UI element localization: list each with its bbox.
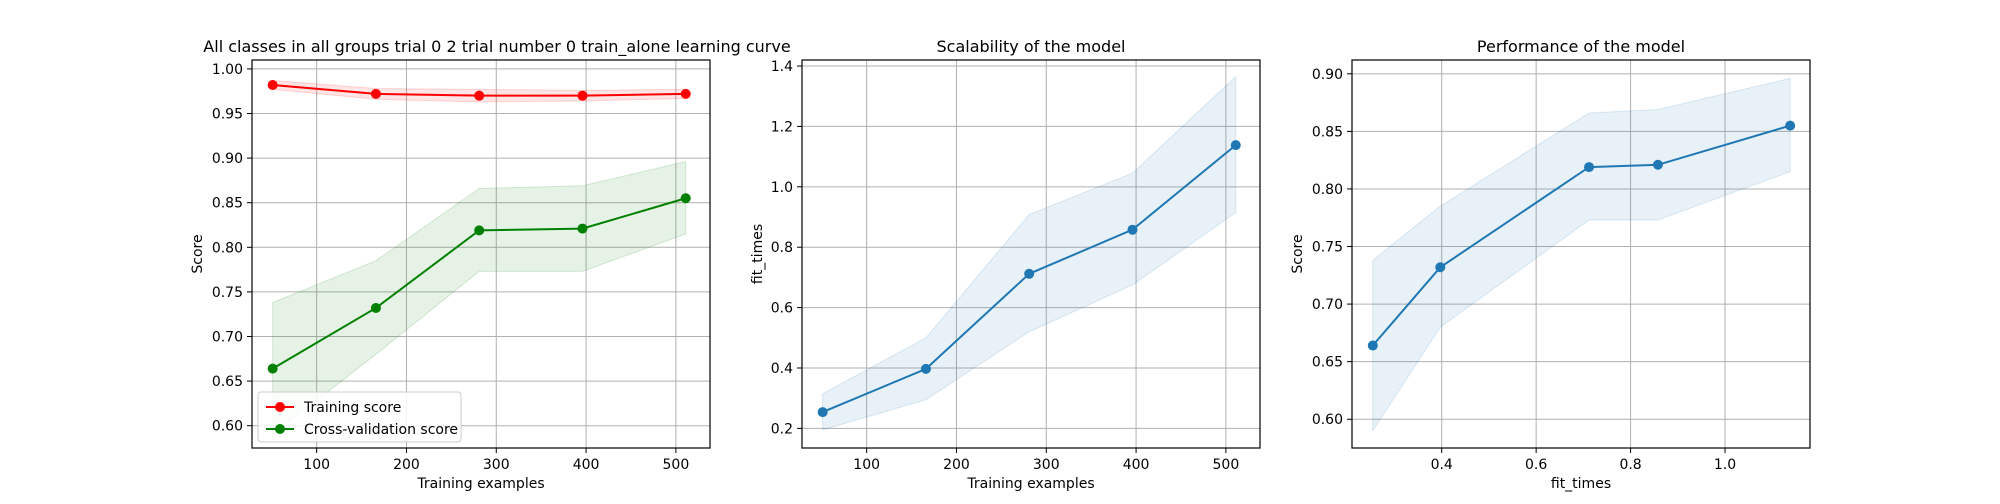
scalability-y-tick-label-1: 0.4 xyxy=(771,361,793,377)
scalability-ylabel: fit_times xyxy=(750,224,766,284)
learning-curve-point-0-0 xyxy=(267,79,278,90)
learning-curve-x-tick-label-2: 300 xyxy=(483,457,510,473)
scalability-y-tick-label-6: 1.4 xyxy=(771,59,793,75)
performance-y-tick-label-0: 0.60 xyxy=(1312,412,1343,428)
scalability-plot-area xyxy=(802,60,1260,448)
scalability-x-tick-label-3: 400 xyxy=(1123,457,1150,473)
scalability-axes-frame xyxy=(801,59,1261,449)
performance-x-tick-label-1: 0.6 xyxy=(1525,457,1547,473)
learning-curve-title: All classes in all groups trial 0 2 tria… xyxy=(203,37,790,57)
learning-curve-axes-frame xyxy=(251,59,711,449)
scalability-point-0-2 xyxy=(1024,268,1035,279)
learning-curve-x-tick-label-4: 500 xyxy=(663,457,690,473)
learning-curve-y-tick-label-7: 0.95 xyxy=(212,107,243,123)
learning-curve-x-tick-label-3: 400 xyxy=(573,457,600,473)
learning-curve-point-1-1 xyxy=(370,302,381,313)
performance-x-tick-label-2: 0.8 xyxy=(1619,457,1641,473)
scalability-y-tick-label-5: 1.2 xyxy=(771,119,793,135)
performance-panel: Performance of the model fit_times Score… xyxy=(1290,37,1811,492)
scalability-title: Scalability of the model xyxy=(937,37,1126,56)
performance-point-0-2 xyxy=(1584,162,1595,173)
learning-curve-y-tick-label-3: 0.75 xyxy=(212,285,243,301)
learning-curve-y-tick-label-4: 0.80 xyxy=(212,240,243,256)
learning-curve-panel: All classes in all groups trial 0 2 tria… xyxy=(190,37,791,492)
learning-curve-y-tick-label-2: 0.70 xyxy=(212,330,243,346)
learning-curve-x-tick-label-0: 100 xyxy=(303,457,330,473)
scalability-y-tick-label-4: 1.0 xyxy=(771,180,793,196)
performance-title: Performance of the model xyxy=(1477,37,1685,56)
learning-curve-legend-marker-1 xyxy=(275,424,285,434)
scalability-y-tick-label-2: 0.6 xyxy=(771,301,793,317)
performance-xlabel: fit_times xyxy=(1551,476,1611,492)
scalability-xlabel: Training examples xyxy=(966,476,1094,492)
learning-curve-legend-marker-0 xyxy=(275,402,285,412)
scalability-point-0-0 xyxy=(817,407,828,418)
learning-curve-xlabel: Training examples xyxy=(416,476,544,492)
learning-curve-x-tick-label-1: 200 xyxy=(393,457,420,473)
performance-band-0 xyxy=(1372,77,1791,433)
scalability-panel: Scalability of the model Training exampl… xyxy=(750,37,1261,492)
learning-curve-point-1-0 xyxy=(267,363,278,374)
performance-point-0-4 xyxy=(1785,120,1796,131)
learning-curve-point-0-1 xyxy=(370,88,381,99)
learning-curve-y-tick-label-1: 0.65 xyxy=(212,374,243,390)
scalability-x-tick-label-4: 500 xyxy=(1213,457,1240,473)
learning-curve-ylabel: Score xyxy=(190,234,206,273)
scalability-point-0-1 xyxy=(920,363,931,374)
learning-curve-legend-label-0: Training score xyxy=(303,400,401,416)
learning-curve-point-1-2 xyxy=(474,225,485,236)
scalability-x-tick-label-2: 300 xyxy=(1033,457,1060,473)
learning-curve-legend-label-1: Cross-validation score xyxy=(304,422,458,438)
scalability-y-tick-label-3: 0.8 xyxy=(771,240,793,256)
learning-curve-y-tick-label-5: 0.85 xyxy=(212,196,243,212)
performance-plot-area xyxy=(1352,60,1810,448)
performance-x-tick-label-0: 0.4 xyxy=(1431,457,1453,473)
scalability-y-tick-label-0: 0.2 xyxy=(771,421,793,437)
performance-point-0-1 xyxy=(1435,262,1446,273)
learning-curve-plot-area xyxy=(252,60,710,448)
learning-curve-point-0-4 xyxy=(680,88,691,99)
scalability-band-0 xyxy=(822,75,1237,431)
performance-y-tick-label-1: 0.65 xyxy=(1312,355,1343,371)
performance-y-tick-label-4: 0.80 xyxy=(1312,182,1343,198)
performance-y-tick-label-2: 0.70 xyxy=(1312,297,1343,313)
learning-curve-y-tick-label-6: 0.90 xyxy=(212,151,243,167)
learning-curve-point-1-4 xyxy=(680,193,691,204)
learning-curve-y-tick-label-0: 0.60 xyxy=(212,419,243,435)
scalability-point-0-4 xyxy=(1230,140,1241,151)
performance-x-tick-label-3: 1.0 xyxy=(1714,457,1736,473)
performance-point-0-3 xyxy=(1652,159,1663,170)
performance-point-0-0 xyxy=(1367,340,1378,351)
learning-curve-point-1-3 xyxy=(577,223,588,234)
scalability-point-0-3 xyxy=(1127,224,1138,235)
performance-ylabel: Score xyxy=(1290,234,1306,273)
learning-curve-legend-box xyxy=(257,391,462,443)
performance-y-tick-label-6: 0.90 xyxy=(1312,67,1343,83)
scalability-x-tick-label-0: 100 xyxy=(853,457,880,473)
performance-y-tick-label-3: 0.75 xyxy=(1312,240,1343,256)
performance-y-tick-label-5: 0.85 xyxy=(1312,124,1343,140)
learning-curve-point-0-2 xyxy=(474,90,485,101)
learning-curve-y-tick-label-8: 1.00 xyxy=(212,62,243,78)
scalability-x-tick-label-1: 200 xyxy=(943,457,970,473)
learning-curve-legend: Training score Cross-validation score xyxy=(257,391,462,443)
performance-axes-frame xyxy=(1351,59,1811,449)
learning-curve-point-0-3 xyxy=(577,90,588,101)
